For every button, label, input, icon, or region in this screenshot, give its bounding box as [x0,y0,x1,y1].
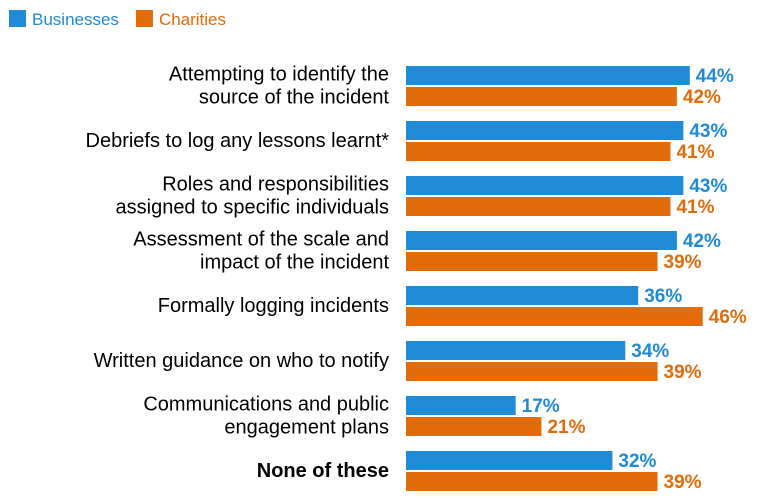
bar-businesses [406,66,690,85]
legend-swatch-businesses [9,10,26,27]
bar-businesses [406,286,639,305]
bar-businesses [406,451,613,470]
value-label-businesses: 43% [689,121,727,142]
category-label: Roles and responsibilities [162,174,389,196]
legend: Businesses Charities [9,10,226,29]
bar-charities [406,87,677,106]
category-label: Assessment of the scale and [133,229,389,251]
value-label-businesses: 36% [644,286,682,307]
value-label-businesses: 32% [618,451,656,472]
legend-label-businesses: Businesses [32,10,119,29]
bar-businesses [406,121,684,140]
bar-charities [406,307,703,326]
category-label: engagement plans [224,417,389,439]
value-label-charities: 39% [664,252,702,273]
bar-businesses [406,231,677,250]
category-label: Written guidance on who to notify [94,350,389,372]
category-label: Attempting to identify the [169,64,389,86]
category-label: Debriefs to log any lessons learnt* [86,130,390,152]
category-label: impact of the incident [200,252,389,274]
category-label: None of these [257,460,389,482]
category-label: Formally logging incidents [158,295,389,317]
value-label-charities: 39% [664,362,702,383]
bar-charities [406,472,658,491]
bar-charities [406,362,658,381]
bar-charities [406,252,658,271]
legend-swatch-charities [135,10,153,27]
value-label-businesses: 17% [522,396,560,417]
value-label-charities: 41% [676,197,714,218]
value-label-charities: 46% [709,307,747,328]
value-label-charities: 42% [683,87,721,108]
value-label-charities: 39% [664,472,702,493]
bar-businesses [406,341,626,360]
category-label: Communications and public [143,394,389,416]
category-label: assigned to specific individuals [116,197,390,219]
bar-charities [406,417,542,436]
value-label-businesses: 43% [689,176,727,197]
value-label-charities: 41% [676,142,714,163]
category-label: source of the incident [199,87,390,109]
value-label-charities: 21% [547,417,585,438]
legend-label-charities: Charities [159,10,226,29]
bar-charities [406,142,671,161]
bar-businesses [406,176,684,195]
bar-businesses [406,396,516,415]
bars [406,66,703,491]
bar-charities [406,197,671,216]
value-label-businesses: 44% [696,66,734,87]
value-label-businesses: 34% [631,341,669,362]
value-label-businesses: 42% [683,231,721,252]
value-labels: 44%42%43%41%43%41%42%39%36%46%34%39%17%2… [522,66,747,493]
